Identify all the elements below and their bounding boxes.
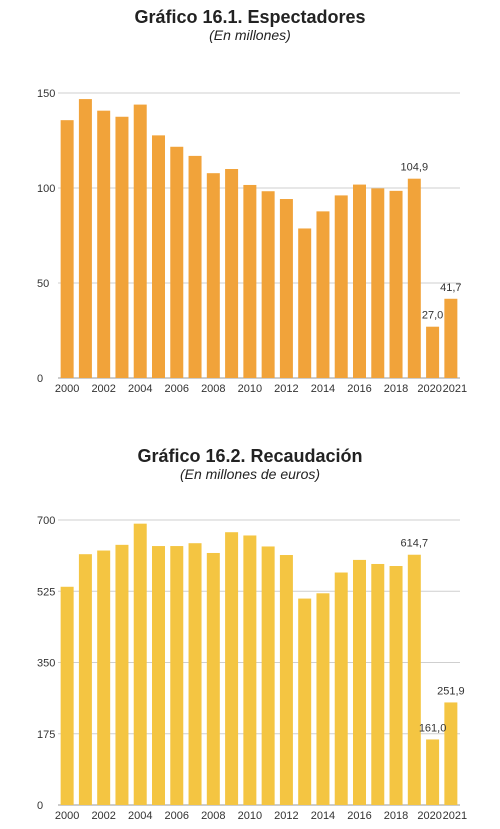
x-tick-label: 2016 [347,810,371,822]
data-label: 614,7 [401,538,429,550]
x-tick-label: 2004 [128,383,152,395]
chart-title: Gráfico 16.2. Recaudación [137,446,363,466]
x-tick-label: 2018 [384,810,408,822]
x-tick-label: 2008 [201,383,225,395]
data-label: 251,9 [437,685,465,697]
bar [298,598,312,805]
x-tick-label: 2020 [417,810,441,822]
x-tick-label: 2000 [55,810,79,822]
x-tick-label: 2004 [128,810,152,822]
x-tick-label: 2010 [238,810,262,822]
bar [279,199,293,378]
bar [78,99,92,378]
y-tick-label: 150 [37,88,55,100]
data-label: 41,7 [440,282,461,294]
bar [97,110,111,379]
bar [206,552,220,805]
bar [371,563,385,805]
bar [206,173,220,378]
bar [243,535,257,805]
bar [133,523,147,805]
bar [407,178,421,378]
bar [115,116,129,378]
x-tick-label: 2008 [201,810,225,822]
x-tick-label: 2012 [274,810,298,822]
y-tick-label: 525 [37,586,55,598]
bar [316,211,330,378]
chart-subtitle: (En millones de euros) [179,466,321,482]
x-tick-label: 2021 [443,383,467,395]
bar [407,554,421,805]
bar [426,326,440,378]
y-tick-label: 350 [37,658,55,670]
bar [225,532,239,805]
bar [97,550,111,805]
bar [78,554,92,805]
x-tick-label: 2002 [91,383,115,395]
chart-espectadores: Gráfico 16.1. Espectadores (En millones)… [0,0,500,410]
data-label: 104,9 [401,162,429,174]
y-tick-label: 50 [37,278,49,290]
x-tick-label: 2012 [274,383,298,395]
bar [170,546,184,805]
bar [371,188,385,378]
chart-subtitle: (En millones) [209,27,291,43]
x-tick-label: 2014 [311,810,335,822]
bar [115,544,129,805]
bar [334,572,348,805]
y-tick-label: 0 [37,373,43,385]
bar [316,593,330,805]
chart-plot: 0 175 350 525 700 2000 2002 2004 2006 2008 2010 201… [37,515,467,822]
bar [426,739,440,805]
bar [225,169,239,378]
data-label: 161,0 [419,722,447,734]
bar [133,104,147,378]
bar [279,555,293,805]
bar [152,135,165,378]
bar [389,190,403,378]
y-tick-label: 175 [37,729,55,741]
bar [60,586,74,805]
x-tick-label: 2006 [165,383,189,395]
bar [188,155,202,378]
bar [243,184,257,378]
x-tick-label: 2016 [347,383,371,395]
bar [188,543,202,805]
bar [298,228,312,378]
x-tick-label: 2014 [311,383,335,395]
bar [170,146,184,378]
y-tick-label: 100 [37,183,55,195]
bar [152,546,165,805]
bar [444,298,458,378]
bar [389,566,403,805]
x-tick-label: 2010 [238,383,262,395]
bar [60,120,74,379]
x-tick-label: 2018 [384,383,408,395]
x-tick-label: 2020 [417,383,441,395]
chart-title: Gráfico 16.1. Espectadores [134,7,366,27]
chart-plot: 0 50 100 150 2000 2002 2004 2006 2008 2010 2012 201… [37,88,467,395]
bar [261,191,275,378]
chart-recaudacion: Gráfico 16.2. Recaudación (En millones d… [0,440,500,829]
y-tick-label: 700 [37,515,55,527]
y-tick-label: 0 [37,800,43,812]
x-tick-label: 2006 [165,810,189,822]
bar [353,184,366,378]
x-tick-label: 2002 [91,810,115,822]
x-tick-label: 2021 [443,810,467,822]
bar [334,195,348,378]
data-label: 27,0 [422,310,443,322]
bar [261,546,275,805]
bar [353,559,366,805]
x-tick-label: 2000 [55,383,79,395]
bar [444,702,458,805]
